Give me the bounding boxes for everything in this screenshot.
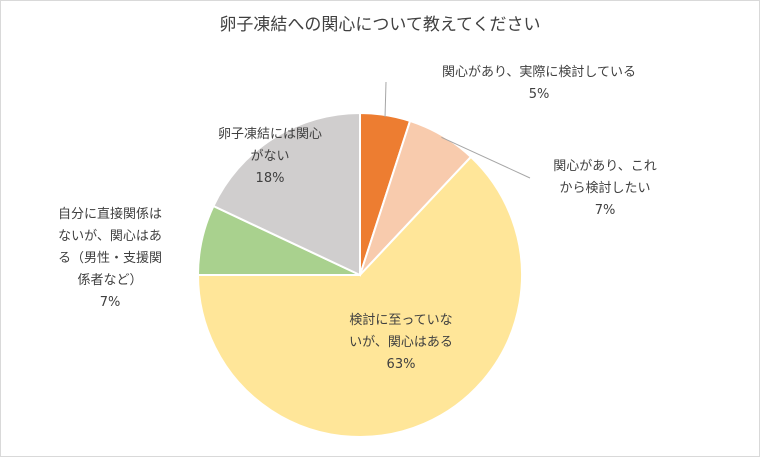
slice-label-text: がない xyxy=(250,149,290,164)
leader-line xyxy=(384,81,387,117)
slice-label-text: いが、関心はある xyxy=(349,335,453,350)
slice-label-text: 係者など） xyxy=(77,273,143,288)
slice-label-value: 63% xyxy=(386,357,416,372)
leader-line xyxy=(441,136,531,179)
slice-not-interested xyxy=(212,111,361,277)
slice-label-text: ないが、関心はあ xyxy=(58,229,162,244)
slice-label-text: る（男性・支援関 xyxy=(57,251,162,266)
slice-label-text: 自分に直接関係は xyxy=(57,207,162,222)
slice-label-text: 関心があり、実際に検討している xyxy=(441,65,637,80)
slice-label-value: 18% xyxy=(255,171,285,186)
slice-label-text: 卵子凍結には関心 xyxy=(217,127,322,142)
slice-label-text: 関心があり、これ xyxy=(553,159,657,174)
slice-label-value: 5% xyxy=(528,87,550,102)
slice-label-text: 検討に至っていな xyxy=(349,313,453,328)
slice-label-not-directly-related: 自分に直接関係は ないが、関心はあ る（男性・支援関 係者など） 7% xyxy=(30,204,190,314)
slice-label-value: 7% xyxy=(594,203,616,218)
slice-interested-not-considering xyxy=(196,155,523,438)
chart-title: 卵子凍結への関心について教えてください xyxy=(219,15,541,35)
slice-label-text: から検討したい xyxy=(559,181,651,196)
slice-label-value: 7% xyxy=(99,295,121,310)
slice-label-considering-now: 関心があり、実際に検討している 5% xyxy=(394,62,684,106)
slice-label-interested-not-considering: 検討に至っていな いが、関心はある 63% xyxy=(316,310,486,376)
slice-label-will-consider: 関心があり、これ から検討したい 7% xyxy=(520,156,690,222)
slice-label-not-interested: 卵子凍結には関心 がない 18% xyxy=(200,124,340,190)
